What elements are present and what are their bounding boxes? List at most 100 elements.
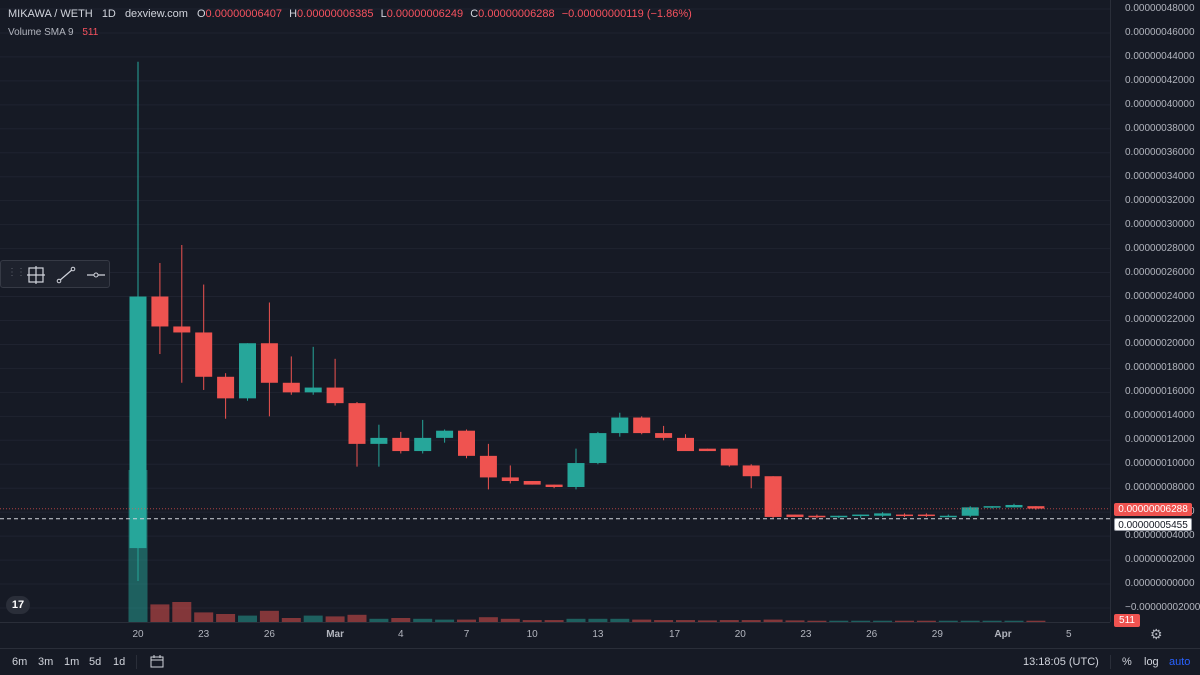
- time-tick-label: 13: [592, 629, 604, 640]
- price-tick-label: 0.00000004000: [1125, 530, 1195, 542]
- volume-bar: [785, 620, 805, 622]
- candle-body: [720, 448, 738, 466]
- volume-bar: [325, 616, 345, 622]
- candle-body: [874, 513, 892, 516]
- log-scale-button[interactable]: log: [1144, 656, 1159, 668]
- drawing-toolbar: ⋮⋮: [0, 260, 110, 288]
- volume-bar: [807, 620, 827, 622]
- volume-bar: [478, 617, 498, 622]
- time-tick-label: 26: [866, 629, 878, 640]
- divider: [1110, 655, 1111, 669]
- volume-bar: [632, 619, 652, 622]
- candle-body: [173, 326, 191, 333]
- price-tick-label: 0.00000036000: [1125, 146, 1195, 158]
- candle-body: [523, 481, 541, 485]
- candle-body: [786, 514, 804, 517]
- price-tick-label: 0.00000000000: [1125, 578, 1195, 590]
- candle-body: [633, 417, 651, 434]
- volume-bar: [763, 619, 783, 622]
- volume-bar: [435, 619, 455, 622]
- horizontal-line-icon[interactable]: [85, 265, 107, 285]
- candle-body: [217, 376, 235, 399]
- last-price-label: 0.00000006288: [1114, 502, 1192, 516]
- range-3m-button[interactable]: 3m: [38, 656, 54, 668]
- utc-clock[interactable]: 13:18:05 (UTC): [1023, 656, 1099, 668]
- candle-body: [917, 514, 935, 517]
- candle-body: [370, 437, 388, 444]
- time-tick-label: 23: [800, 629, 812, 640]
- price-tick-label: −0.00000002000: [1125, 602, 1200, 613]
- time-axis[interactable]: 20 23 26 Mar 4 7 10 13 17 20 23 26 29 Apr 5: [0, 622, 1110, 649]
- drag-handle-icon[interactable]: ⋮⋮: [7, 267, 26, 278]
- bottom-toolbar: 6m 3m 1m 5d 1d 13:18:05 (UTC) % log auto: [0, 648, 1200, 675]
- candle-body: [808, 515, 826, 518]
- range-5d-button[interactable]: 5d: [89, 656, 102, 668]
- price-tick-label: 0.00000040000: [1125, 98, 1195, 110]
- change-value: −0.00000000119 (−1.86%): [561, 8, 692, 20]
- volume-bar: [369, 618, 389, 622]
- crosshair-icon[interactable]: [25, 265, 47, 285]
- candle-body: [961, 507, 979, 516]
- candle-body: [567, 463, 585, 488]
- candle-body: [304, 387, 322, 393]
- date-range-icon[interactable]: [150, 654, 164, 671]
- volume-bar: [829, 620, 849, 622]
- volume-bar: [566, 618, 586, 622]
- time-tick-label: 26: [263, 629, 275, 640]
- close-label: C: [470, 8, 479, 20]
- tradingview-logo-icon[interactable]: 17: [6, 596, 30, 614]
- candle-body: [414, 437, 432, 452]
- low-value: 0.00000006249: [386, 8, 464, 20]
- range-6m-button[interactable]: 6m: [12, 656, 28, 668]
- price-tick-label: 0.00000032000: [1125, 194, 1195, 206]
- volume-bar: [697, 620, 717, 622]
- price-tick-label: 0.00000048000: [1125, 3, 1195, 14]
- price-tick-label: 0.00000034000: [1125, 170, 1195, 182]
- range-1m-button[interactable]: 1m: [64, 656, 80, 668]
- low-label: L: [380, 8, 387, 20]
- price-tick-label: 0.00000042000: [1125, 74, 1195, 86]
- volume-bar: [303, 615, 323, 622]
- price-tick-label: 0.00000012000: [1125, 434, 1195, 446]
- candle-body: [545, 484, 563, 488]
- percent-scale-button[interactable]: %: [1122, 656, 1132, 668]
- volume-bar: [895, 620, 914, 622]
- candle-body: [1027, 506, 1045, 509]
- time-tick-label: 10: [526, 629, 538, 640]
- chart-pane[interactable]: [0, 0, 1110, 622]
- volume-bar: [1026, 620, 1046, 622]
- volume-bar: [500, 618, 520, 622]
- volume-bar: [391, 618, 411, 622]
- candle-body: [479, 455, 497, 478]
- time-tick-label: 23: [198, 629, 210, 640]
- price-tick-label: 0.00000024000: [1125, 290, 1195, 302]
- trend-line-icon[interactable]: [55, 265, 77, 285]
- candle-body: [195, 332, 213, 377]
- divider: [136, 655, 137, 669]
- interval: 1D: [101, 8, 116, 20]
- price-tick-label: 0.00000020000: [1125, 338, 1195, 350]
- volume-bar: [588, 618, 608, 622]
- candle-body: [129, 296, 147, 549]
- volume-bar: [610, 618, 630, 622]
- price-tick-label: 0.00000014000: [1125, 410, 1195, 422]
- candle-body: [348, 403, 366, 444]
- auto-scale-button[interactable]: auto: [1169, 656, 1191, 668]
- candle-body: [939, 515, 957, 518]
- volume-bar: [654, 620, 674, 622]
- volume-bar: [1004, 620, 1024, 622]
- range-1d-button[interactable]: 1d: [113, 656, 126, 668]
- price-tick-label: 0.00000046000: [1125, 26, 1195, 38]
- volume-bar: [873, 620, 893, 622]
- time-tick-label: 7: [463, 629, 470, 640]
- price-axis[interactable]: 0.00000048000 0.00000046000 0.00000044000 0…: [1110, 0, 1200, 622]
- volume-bar: [216, 614, 236, 622]
- volume-axis-label: 511: [1114, 614, 1140, 627]
- settings-gear-icon[interactable]: ⚙: [1150, 626, 1163, 642]
- volume-bar: [851, 620, 871, 622]
- volume-bar: [982, 620, 1002, 622]
- candle-body: [896, 514, 913, 517]
- candlestick-chart[interactable]: [0, 0, 1110, 622]
- candle-body: [458, 430, 475, 456]
- candle-body: [1005, 504, 1023, 508]
